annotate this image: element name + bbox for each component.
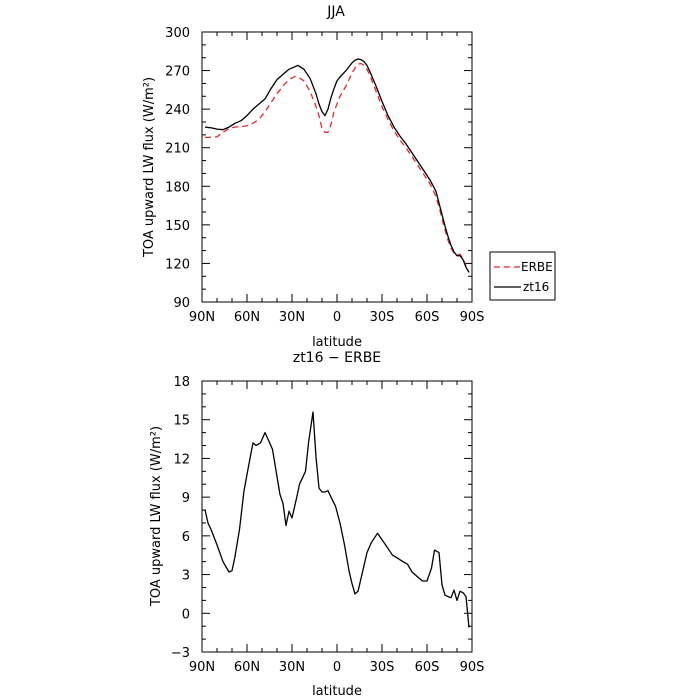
bottom-x-tick-label: 60N [234,660,260,675]
top-series-line-erbe [205,62,470,273]
top-x-tick-label: 60N [234,310,260,325]
top-x-tick-label: 30N [279,310,305,325]
top-y-axis-label: TOA upward LW flux (W/m²) [142,77,157,258]
bottom-y-tick-label: 6 [182,530,190,545]
top-y-tick-label: 150 [165,219,190,234]
bottom-x-tick-label: 90S [460,660,485,675]
bottom-x-tick-label: 60S [415,660,440,675]
bottom-x-tick-label: 0 [333,660,341,675]
top-x-axis-label: latitude [312,335,362,350]
bottom-x-axis-label: latitude [312,684,362,699]
top-y-tick-label: 210 [165,142,190,157]
top-series-group [204,58,470,273]
bottom-axis-ticks: 90N 60N 30N 0 30S 60S 90S −3 0 3 6 9 12 15 18 [171,375,485,675]
bottom-chart-title: zt16 − ERBE [293,350,381,366]
bottom-y-tick-label: 15 [173,414,190,429]
legend-box [489,251,556,301]
bottom-x-tick-label: 30S [370,660,395,675]
legend-zt16-label: zt16 [523,280,549,294]
top-y-tick-label: 180 [165,180,190,195]
bottom-x-tick-label: 30N [279,660,305,675]
bottom-series-line-difference [204,411,470,628]
top-x-tick-label: 90N [189,310,215,325]
bottom-y-tick-label: −3 [171,646,190,661]
top-axis-ticks: 90N 60N 30N 0 30S 60S 90S 90 120 150 180 210 240 270 3… [165,26,484,325]
top-plot-frame [201,31,473,303]
bottom-y-tick-label: 0 [182,607,190,622]
top-chart-title: JJA [326,4,345,20]
bottom-y-axis-label: TOA upward LW flux (W/m²) [149,426,164,607]
bottom-chart: zt16 − ERBE 90N 60N 30N 0 30S 60S 90S −3 0 3 6 9 12 1… [149,350,484,699]
bottom-x-tick-label: 90N [189,660,215,675]
top-legend: ERBE zt16 [489,251,556,301]
bottom-plot-frame [201,380,473,653]
top-series-line-zt16 [204,58,470,273]
top-x-tick-label: 90S [460,310,485,325]
bottom-y-tick-label: 12 [173,452,190,467]
bottom-series-group [204,411,470,628]
top-y-tick-label: 90 [173,296,190,311]
legend-erbe-label: ERBE [521,260,553,274]
top-x-tick-label: 30S [370,310,395,325]
top-chart: JJA 90N 60N 30N 0 30S 60S 90S 90 120 150 180 210 240… [142,4,556,350]
bottom-y-tick-label: 9 [182,491,190,506]
bottom-y-tick-label: 18 [173,375,190,390]
top-x-tick-label: 0 [333,310,341,325]
bottom-y-tick-label: 3 [182,569,190,584]
top-y-tick-label: 300 [165,26,190,41]
top-y-tick-label: 270 [165,65,190,80]
top-y-tick-label: 240 [165,103,190,118]
top-x-tick-label: 60S [415,310,440,325]
top-y-tick-label: 120 [165,257,190,272]
